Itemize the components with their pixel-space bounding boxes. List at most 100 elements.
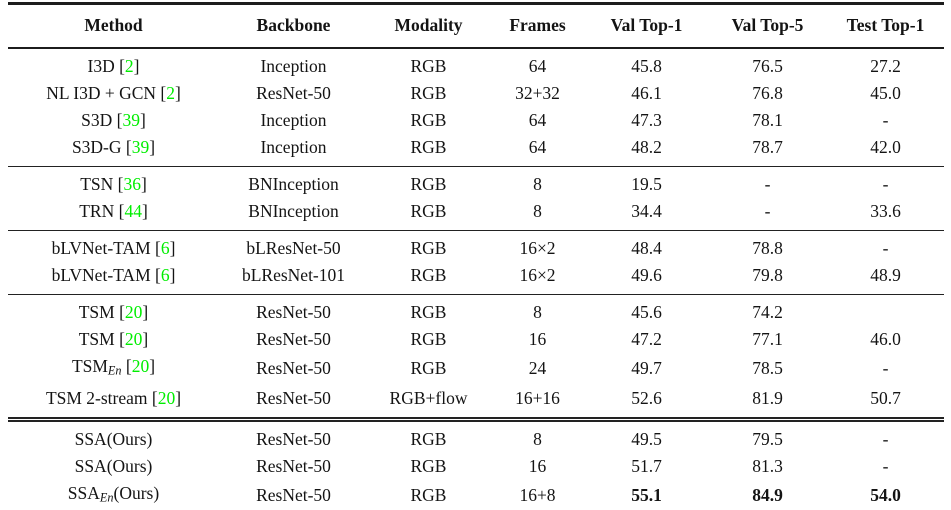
cell-val-top1: 19.5 (631, 174, 662, 194)
citation-bracket-close: ] (142, 329, 149, 349)
cell-frames: 32+32 (515, 83, 560, 103)
cell-modality: RGB (410, 329, 447, 349)
citation-bracket-open: [ (125, 356, 132, 376)
cell-val-top1: 48.2 (631, 137, 662, 157)
citation-link[interactable]: 44 (124, 201, 142, 221)
method-name: SSA (74, 428, 107, 449)
citation-bracket-close: ] (175, 387, 182, 408)
citation-link[interactable]: 20 (131, 356, 150, 376)
table-row: TSM [20] ResNet-50 RGB 16 47.2 77.1 46.0 (8, 326, 944, 353)
cell-val-top1: 45.6 (631, 302, 662, 322)
citation-link[interactable]: 39 (131, 137, 150, 157)
cell-backbone: ResNet-50 (256, 387, 331, 408)
citation-bracket-open: [ (117, 174, 124, 194)
citation-bracket-open: [ (118, 201, 125, 221)
citation-bracket-close: ] (140, 174, 147, 194)
cell-val-top1: 48.4 (631, 238, 662, 258)
cell-test-top1: - (882, 358, 889, 379)
citation-bracket-open: [ (125, 137, 132, 157)
cell-backbone: BNInception (248, 174, 339, 194)
method-subscript: En (99, 490, 114, 505)
citation-bracket-close: ] (140, 110, 146, 130)
column-header-method: Method (84, 15, 143, 35)
column-header-val-top1: Val Top-1 (610, 15, 683, 35)
citation-bracket-close: ] (169, 265, 176, 285)
citation-link[interactable]: 20 (124, 302, 143, 322)
cell-backbone: ResNet-50 (256, 329, 331, 349)
cell-backbone: BNInception (248, 201, 339, 221)
method-subscript: En (107, 363, 122, 378)
table-row: SSA(Ours) ResNet-50 RGB 16 51.7 81.3 - (8, 453, 944, 480)
cell-method: TSMEn [20] (8, 353, 220, 385)
cell-val-top1: 47.2 (631, 329, 662, 349)
table-row: S3D [39] Inception RGB 64 47.3 78.1 - (8, 107, 944, 134)
method-name: SSA (67, 482, 100, 503)
cell-modality: RGB (410, 137, 447, 157)
citation-link[interactable]: 20 (124, 329, 143, 349)
citation-link[interactable]: 2 (166, 83, 175, 103)
table-row: S3D-G [39] Inception RGB 64 48.2 78.7 42.0 (8, 134, 944, 167)
cell-backbone: ResNet-50 (256, 428, 331, 449)
cell-val-top1: 49.7 (631, 358, 662, 379)
cell-frames: 8 (533, 174, 542, 194)
cell-backbone: bLResNet-101 (241, 265, 346, 285)
method-name: TRN (79, 201, 115, 221)
citation-link[interactable]: 36 (123, 174, 141, 194)
column-header-frames: Frames (509, 15, 566, 35)
method-suffix: (Ours) (113, 482, 160, 503)
cell-method: TSM [20] (8, 295, 220, 327)
cell-modality: RGB (410, 201, 447, 221)
table-row: TSM 2-stream [20] ResNet-50 RGB+flow 16+16 5… (8, 385, 944, 420)
cell-val-top5: 78.5 (752, 358, 783, 379)
citation-bracket-open: [ (155, 238, 161, 258)
method-suffix: (Ours) (106, 455, 153, 476)
cell-test-top1 (828, 295, 944, 327)
cell-val-top5: 84.9 (752, 485, 783, 506)
cell-backbone: ResNet-50 (256, 83, 331, 103)
citation-bracket-close: ] (149, 356, 156, 376)
cell-frames: 16 (528, 329, 547, 349)
cell-val-top5: 79.8 (752, 265, 783, 285)
cell-backbone: Inception (260, 56, 327, 76)
cell-method: S3D [39] (8, 107, 220, 134)
cell-val-top5: - (764, 174, 771, 194)
cell-modality: RGB (410, 455, 447, 476)
citation-link[interactable]: 2 (124, 56, 134, 76)
citation-bracket-close: ] (169, 238, 176, 258)
method-name: TSM (71, 356, 108, 376)
cell-frames: 16+16 (515, 387, 560, 408)
cell-modality: RGB (410, 174, 447, 194)
citation-bracket-open: [ (119, 302, 125, 322)
cell-val-top1: 49.5 (631, 428, 662, 449)
cell-frames: 64 (528, 110, 547, 130)
cell-val-top5: 74.2 (752, 302, 783, 322)
method-name: TSM 2-stream (45, 387, 148, 408)
cell-val-top5: 77.1 (752, 329, 783, 349)
cell-method: SSA(Ours) (8, 453, 220, 480)
cell-frames: 8 (533, 428, 542, 449)
citation-link[interactable]: 6 (160, 238, 170, 258)
cell-val-top5: - (764, 201, 771, 221)
cell-modality: RGB (410, 358, 447, 379)
table-row: bLVNet-TAM [6] bLResNet-101 RGB 16×2 49.6 79.… (8, 262, 944, 295)
citation-bracket-close: ] (133, 56, 140, 76)
cell-backbone: bLResNet-50 (246, 238, 341, 258)
citation-link[interactable]: 20 (157, 387, 176, 408)
cell-val-top1: 52.6 (631, 387, 662, 408)
cell-frames: 8 (533, 201, 542, 221)
table-row: TSM [20] ResNet-50 RGB 8 45.6 74.2 (8, 295, 944, 327)
citation-bracket-close: ] (174, 83, 181, 103)
method-name: I3D (87, 56, 115, 76)
method-name: NL I3D + GCN (46, 83, 157, 103)
method-name: S3D (81, 110, 113, 130)
cell-val-top1: 55.1 (631, 485, 662, 506)
citation-link[interactable]: 6 (160, 265, 170, 285)
column-header-modality: Modality (394, 15, 463, 35)
table-row: SSA(Ours) ResNet-50 RGB 8 49.5 79.5 - (8, 419, 944, 453)
cell-test-top1: 27.2 (870, 56, 901, 76)
cell-val-top5: 81.3 (752, 455, 783, 476)
cell-method: bLVNet-TAM [6] (8, 262, 220, 295)
method-suffix: (Ours) (106, 428, 153, 449)
cell-method: TSM [20] (8, 326, 220, 353)
citation-link[interactable]: 39 (122, 110, 141, 130)
